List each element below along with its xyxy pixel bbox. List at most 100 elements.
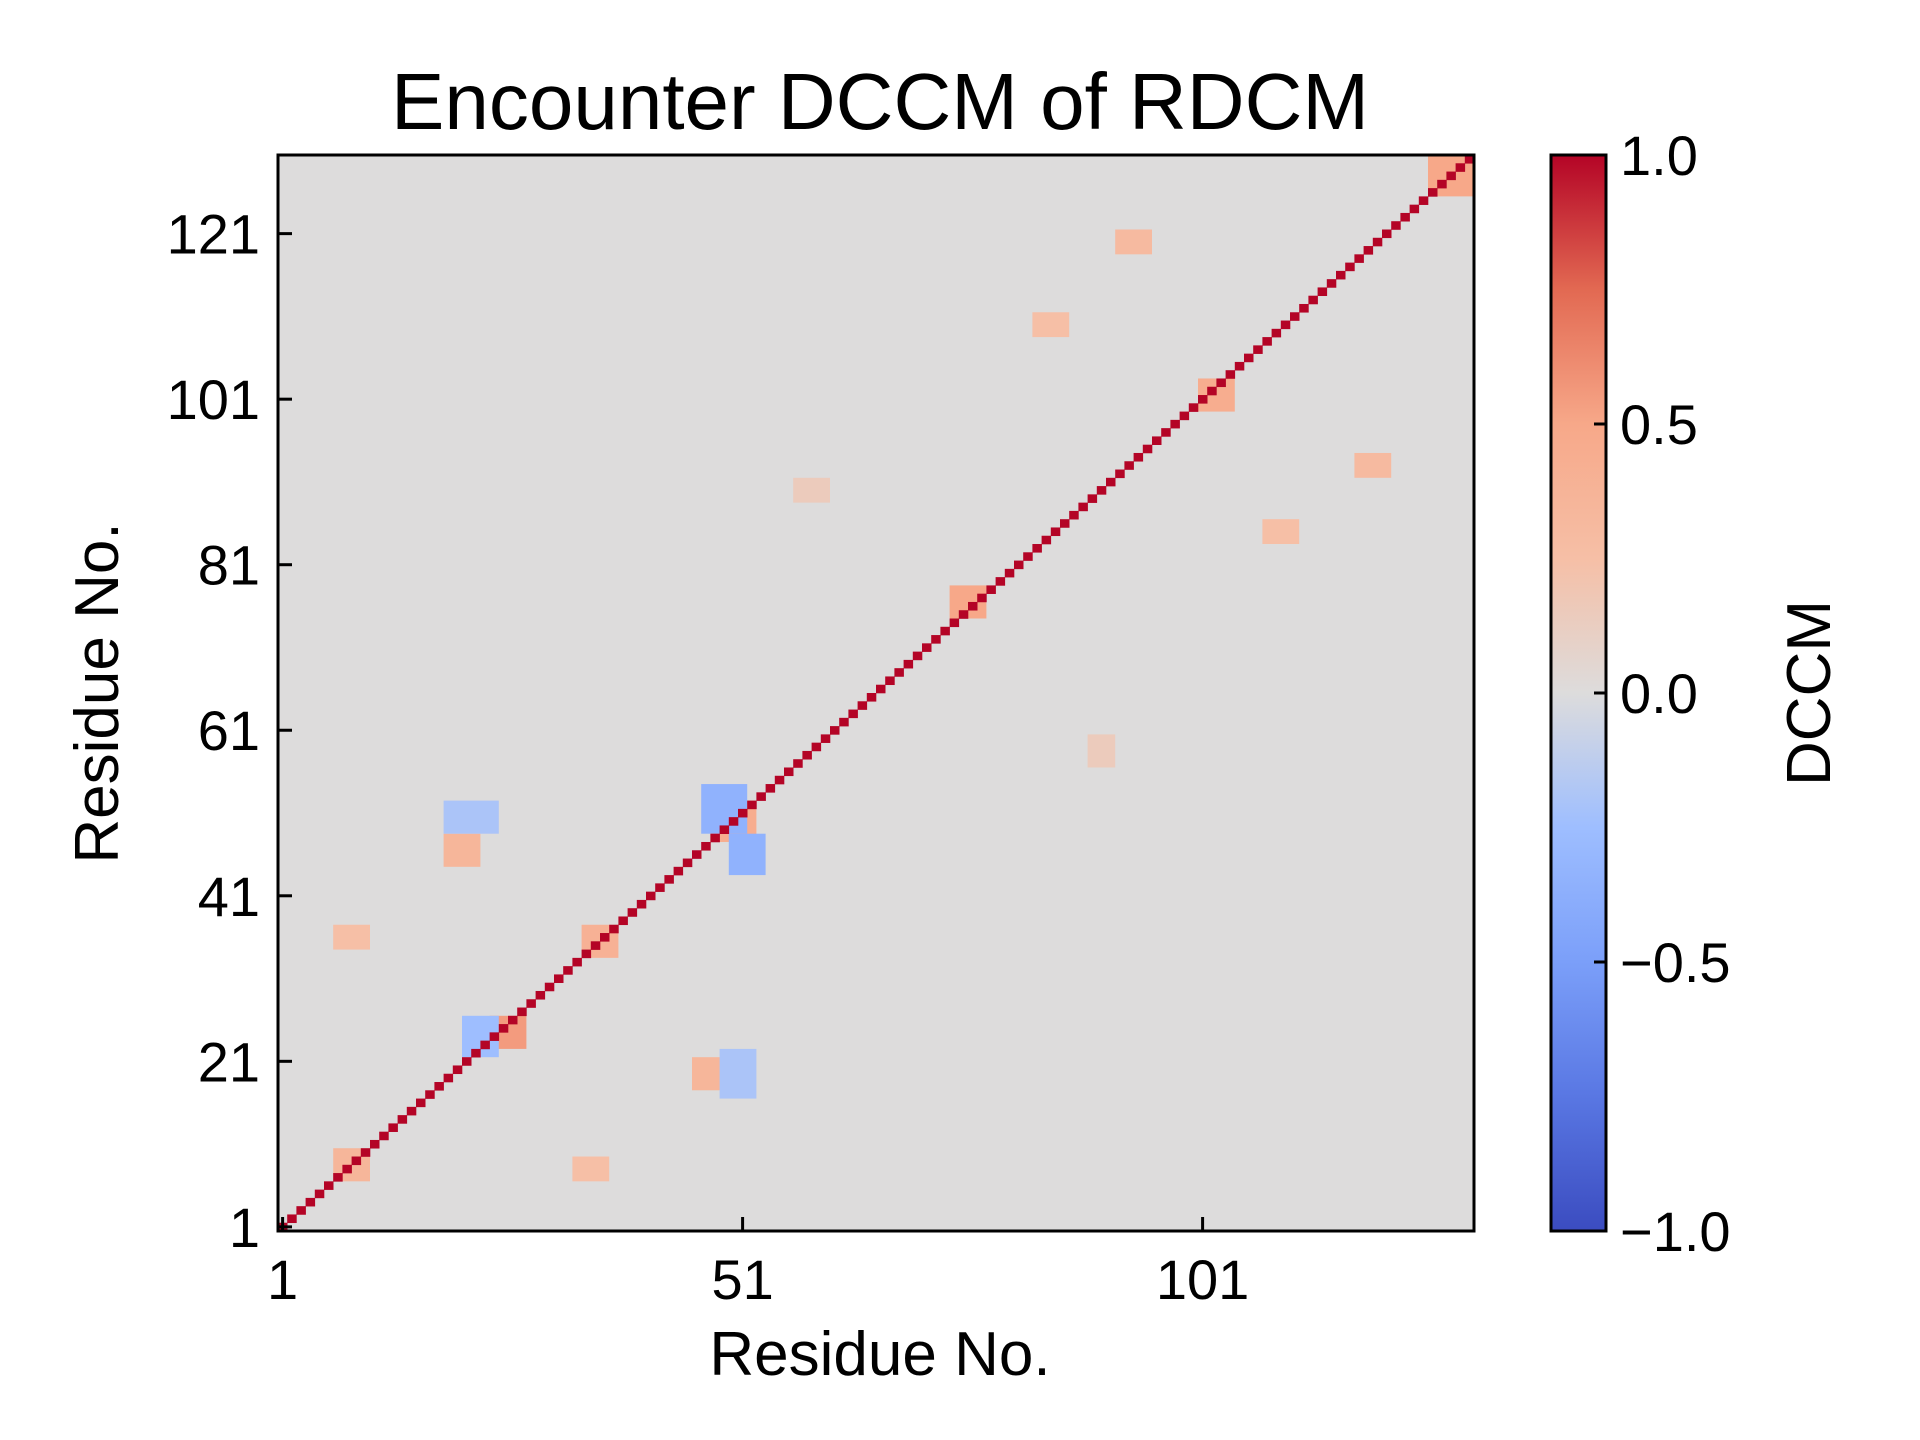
heatmap-diagonal-cell bbox=[885, 676, 895, 686]
heatmap-diagonal-cell bbox=[1326, 279, 1337, 288]
heatmap-diagonal-cell bbox=[839, 717, 849, 727]
heatmap-diagonal-cell bbox=[1354, 254, 1364, 263]
heatmap-diagonal-cell bbox=[1299, 303, 1309, 313]
colorbar-tick-label: −0.5 bbox=[1620, 931, 1731, 994]
heatmap-diagonal-cell bbox=[1096, 486, 1107, 495]
heatmap-diagonal-cell bbox=[1400, 212, 1410, 222]
heatmap-diagonal-cell bbox=[1336, 270, 1346, 280]
heatmap-diagonal-cell bbox=[563, 966, 573, 975]
heatmap-diagonal-cell bbox=[1124, 461, 1134, 470]
heatmap-diagonal-cell bbox=[894, 668, 904, 677]
y-tick-label: 41 bbox=[198, 865, 260, 928]
heatmap-diagonal-cell bbox=[756, 792, 766, 801]
heatmap-diagonal-cell bbox=[1041, 535, 1052, 545]
colorbar-tick-label: 0.0 bbox=[1620, 662, 1698, 725]
heatmap-diagonal-cell bbox=[1060, 519, 1070, 528]
heatmap-diagonal-cell bbox=[1161, 428, 1171, 437]
heatmap-diagonal-cell bbox=[646, 891, 656, 901]
x-tick-label: 101 bbox=[1156, 1248, 1249, 1311]
heatmap-diagonal-cell bbox=[1050, 527, 1061, 537]
heatmap-diagonal-cell bbox=[1179, 411, 1190, 421]
heatmap-diagonal-cell bbox=[397, 1115, 408, 1124]
heatmap-diagonal-cell bbox=[968, 601, 978, 611]
heatmap-diagonal-cell bbox=[710, 833, 720, 843]
heatmap-diagonal-cell bbox=[1464, 155, 1475, 164]
heatmap-diagonal-cell bbox=[1078, 502, 1088, 512]
colorbar-tick-label: −1.0 bbox=[1620, 1200, 1731, 1263]
heatmap-patch bbox=[1115, 229, 1152, 255]
colorbar-label: DCCM bbox=[1775, 600, 1844, 786]
heatmap-diagonal-cell bbox=[922, 643, 932, 652]
heatmap-diagonal-cell bbox=[793, 759, 803, 768]
heatmap-diagonal-cell bbox=[1170, 419, 1180, 429]
heatmap-diagonal-cell bbox=[949, 618, 960, 628]
heatmap-diagonal-cell bbox=[1198, 395, 1208, 404]
heatmap-diagonal-cell bbox=[784, 767, 794, 777]
heatmap-diagonal-cell bbox=[738, 808, 748, 818]
heatmap-diagonal-cell bbox=[636, 899, 647, 909]
heatmap-diagonal-cell bbox=[682, 858, 693, 868]
x-axis-ticks: 1 51 101 bbox=[267, 1217, 1249, 1311]
heatmap-diagonal-cell bbox=[443, 1073, 454, 1083]
heatmap-diagonal-cell bbox=[1271, 328, 1282, 338]
colorbar-tick-label: 0.5 bbox=[1620, 393, 1698, 456]
heatmap-diagonal-cell bbox=[498, 1024, 509, 1033]
heatmap-diagonal-cell bbox=[480, 1040, 490, 1050]
heatmap-diagonal-cell bbox=[811, 742, 822, 752]
heatmap-diagonal-cell bbox=[517, 1007, 527, 1017]
heatmap-diagonal-cell bbox=[535, 990, 546, 1000]
heatmap-diagonal-cell bbox=[1280, 320, 1291, 330]
heatmap-patch bbox=[1354, 452, 1392, 478]
heatmap-diagonal-cell bbox=[958, 610, 969, 619]
heatmap-diagonal-cell bbox=[830, 726, 840, 735]
heatmap-diagonal-cell bbox=[1087, 494, 1098, 503]
heatmap-diagonal-cell bbox=[1106, 477, 1116, 487]
heatmap-diagonal-cell bbox=[1418, 196, 1429, 205]
heatmap-cells bbox=[278, 155, 1475, 1232]
heatmap-diagonal-cell bbox=[609, 924, 619, 934]
colorbar-ticks: 1.0 0.5 0.0 −0.5 −1.0 bbox=[1594, 124, 1731, 1263]
heatmap-diagonal-cell bbox=[912, 651, 923, 661]
heatmap-diagonal-cell bbox=[995, 577, 1006, 586]
heatmap-diagonal-cell bbox=[526, 999, 536, 1008]
heatmap-diagonal-cell bbox=[848, 709, 858, 719]
heatmap-diagonal-cell bbox=[351, 1156, 362, 1166]
heatmap-diagonal-cell bbox=[572, 957, 582, 967]
heatmap-diagonal-cell bbox=[903, 659, 914, 669]
heatmap-diagonal-cell bbox=[1446, 171, 1456, 181]
y-tick-label: 21 bbox=[198, 1030, 260, 1093]
heatmap-diagonal-cell bbox=[1253, 345, 1263, 354]
heatmap-diagonal-cell bbox=[857, 701, 868, 710]
heatmap-diagonal-cell bbox=[379, 1131, 389, 1141]
heatmap-diagonal-cell bbox=[1207, 386, 1217, 396]
heatmap-diagonal-cell bbox=[452, 1065, 463, 1075]
x-axis-label: Residue No. bbox=[709, 1320, 1050, 1389]
y-tick-label: 61 bbox=[198, 699, 260, 762]
heatmap-diagonal-cell bbox=[719, 825, 730, 835]
heatmap-patch bbox=[572, 1156, 610, 1182]
y-tick-label: 1 bbox=[229, 1196, 260, 1259]
x-tick-label: 1 bbox=[267, 1248, 298, 1311]
heatmap-diagonal-cell bbox=[692, 850, 702, 859]
heatmap-diagonal-cell bbox=[471, 1048, 481, 1058]
heatmap-diagonal-cell bbox=[1115, 469, 1125, 479]
heatmap-diagonal-cell bbox=[1382, 229, 1392, 239]
heatmap-diagonal-cell bbox=[876, 684, 886, 694]
heatmap-diagonal-cell bbox=[1188, 403, 1199, 412]
heatmap-diagonal-cell bbox=[728, 817, 739, 826]
heatmap-diagonal-cell bbox=[1244, 353, 1254, 363]
heatmap-diagonal-cell bbox=[462, 1057, 472, 1066]
heatmap-diagonal-cell bbox=[425, 1090, 435, 1099]
heatmap-patch bbox=[1032, 312, 1070, 338]
heatmap-diagonal-cell bbox=[1428, 188, 1438, 197]
heatmap-diagonal-cell bbox=[508, 1015, 518, 1025]
heatmap-diagonal-cell bbox=[554, 974, 564, 983]
heatmap-diagonal-cell bbox=[1004, 568, 1015, 578]
heatmap-diagonal-cell bbox=[1437, 179, 1447, 189]
heatmap-diagonal-cell bbox=[544, 982, 555, 992]
heatmap-diagonal-cell bbox=[986, 585, 996, 594]
heatmap-diagonal-cell bbox=[1363, 246, 1374, 255]
heatmap-patch bbox=[443, 800, 499, 834]
heatmap-diagonal-cell bbox=[1142, 444, 1153, 454]
